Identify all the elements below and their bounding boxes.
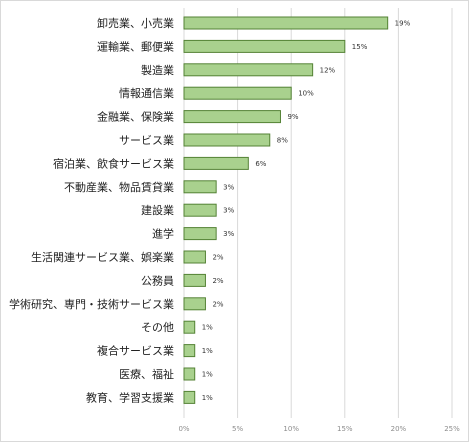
data-label: 12% [320,66,336,74]
category-label: 医療、福祉 [119,367,174,381]
category-label: 複合サービス業 [97,344,174,358]
bars [183,16,389,404]
bar [183,180,217,194]
data-label: 2% [212,277,223,285]
x-tick-label: 20% [391,425,407,433]
category-label: 学術研究、専門・技術サービス業 [9,297,174,311]
category-label: 金融業、保険業 [97,110,174,124]
data-label: 9% [287,113,298,121]
bar [183,250,206,264]
bar [183,227,217,241]
data-label: 1% [202,394,213,402]
x-tick-label: 0% [178,425,189,433]
bar [183,156,249,170]
category-label: 不動産業、物品賃貸業 [64,180,174,194]
category-label: 建設業 [141,203,174,217]
data-label: 3% [223,207,234,215]
category-label: 製造業 [141,63,174,77]
category-label: 情報通信業 [119,87,174,100]
data-label: 6% [255,160,266,168]
x-tick-label: 5% [232,425,243,433]
data-label: 1% [202,347,213,355]
bar [183,344,196,358]
data-label: 15% [352,43,368,51]
category-label: 宿泊業、飲食サービス業 [53,156,174,170]
bar [183,320,196,334]
category-label: 公務員 [141,273,174,287]
data-label: 1% [202,371,213,379]
bar [183,203,217,217]
data-label: 1% [202,324,213,332]
x-tick-label: 25% [444,425,460,433]
bar [183,133,271,147]
bar [183,63,314,77]
category-label: 卸売業、小売業 [97,16,174,30]
bar [183,297,206,311]
category-label: その他 [141,321,174,334]
category-label: 生活関連サービス業、娯楽業 [31,250,174,264]
data-label: 3% [223,230,234,238]
data-label: 2% [212,300,223,308]
category-label: サービス業 [119,134,174,147]
bar [183,39,346,53]
data-label: 3% [223,183,234,191]
bar [183,367,196,381]
data-label: 19% [395,20,411,28]
bar [183,110,281,124]
category-labels: 卸売業、小売業運輸業、郵便業製造業情報通信業金融業、保険業サービス業宿泊業、飲食… [9,16,174,404]
value-labels: 19% 15% 12% 10% 9% 8% 6% 3% 3% 3% 2% 2% 2% 1% 1% 1% 1% [202,20,411,402]
category-label: 教育、学習支援業 [86,390,174,404]
x-tick-label: 15% [337,425,353,433]
bar [183,273,206,287]
x-tick-label: 10% [283,425,299,433]
bar [183,16,389,30]
category-label: 進学 [152,227,174,241]
data-label: 2% [212,254,223,262]
bar [183,86,292,100]
bar [183,390,196,404]
data-label: 10% [298,90,314,98]
x-axis-tick-labels: 0% 5% 10% 15% 20% 25% [178,425,460,433]
data-label: 8% [277,137,288,145]
category-label: 運輸業、郵便業 [97,39,174,53]
